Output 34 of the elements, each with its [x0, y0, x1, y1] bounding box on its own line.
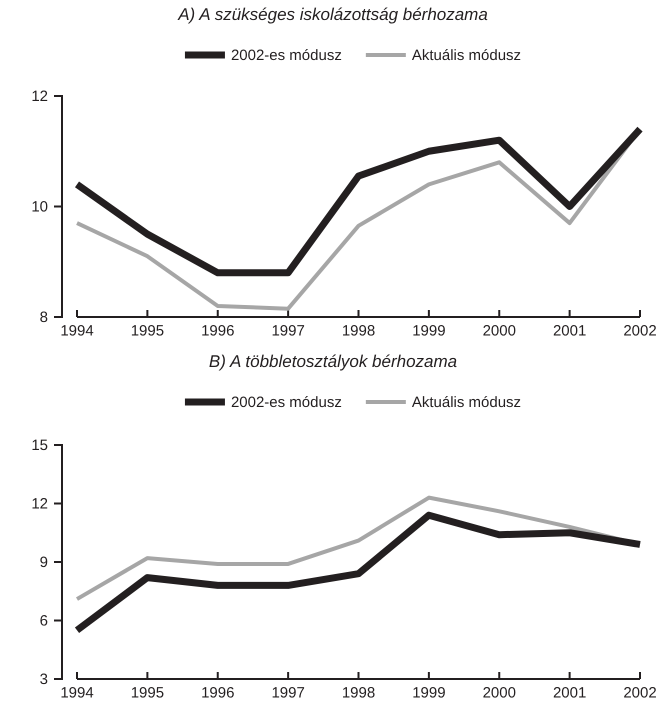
line-series	[75, 127, 642, 311]
legend-label: 2002-es módusz	[230, 394, 342, 411]
x-tick-label: 2002	[623, 322, 657, 340]
y-tick-label: 3	[40, 670, 48, 688]
legend-label: 2002-es módusz	[230, 47, 342, 64]
x-tick-label: 1999	[412, 322, 446, 340]
y-tick-label: 12	[31, 88, 48, 105]
x-tick-label: 1998	[342, 684, 376, 702]
x-tick-label: 2002	[623, 684, 657, 702]
legend-label: Aktuális módusz	[412, 47, 522, 64]
y-tick-label: 8	[40, 308, 48, 326]
x-tick-label: 1996	[201, 684, 234, 702]
chart-title: B) A többletosztályok bérhozama	[208, 352, 458, 371]
x-tick-label: 1994	[60, 684, 94, 702]
y-tick-label: 6	[40, 612, 48, 630]
chart-title: A) A szükséges iskolázottság bérhozama	[177, 5, 488, 24]
x-tick-label: 1998	[342, 322, 376, 340]
y-tick-label: 15	[31, 436, 48, 454]
y-tick-label: 10	[31, 198, 48, 216]
y-tick-label: 12	[31, 495, 48, 512]
line-series	[75, 496, 642, 602]
x-tick-label: 1997	[271, 684, 305, 702]
x-tick-label: 2000	[482, 684, 516, 702]
x-tick-label: 2000	[482, 322, 516, 340]
y-tick-label: 9	[40, 554, 48, 571]
x-tick-label: 2001	[552, 684, 586, 702]
legend-label: Aktuális módusz	[412, 394, 522, 411]
x-tick-label: 1995	[130, 684, 164, 702]
x-tick-label: 1996	[201, 322, 234, 340]
x-tick-label: 1994	[60, 322, 94, 340]
x-tick-label: 1995	[130, 322, 164, 340]
x-tick-label: 2001	[552, 322, 586, 340]
x-tick-label: 1997	[271, 322, 305, 340]
x-tick-label: 1999	[412, 684, 446, 702]
